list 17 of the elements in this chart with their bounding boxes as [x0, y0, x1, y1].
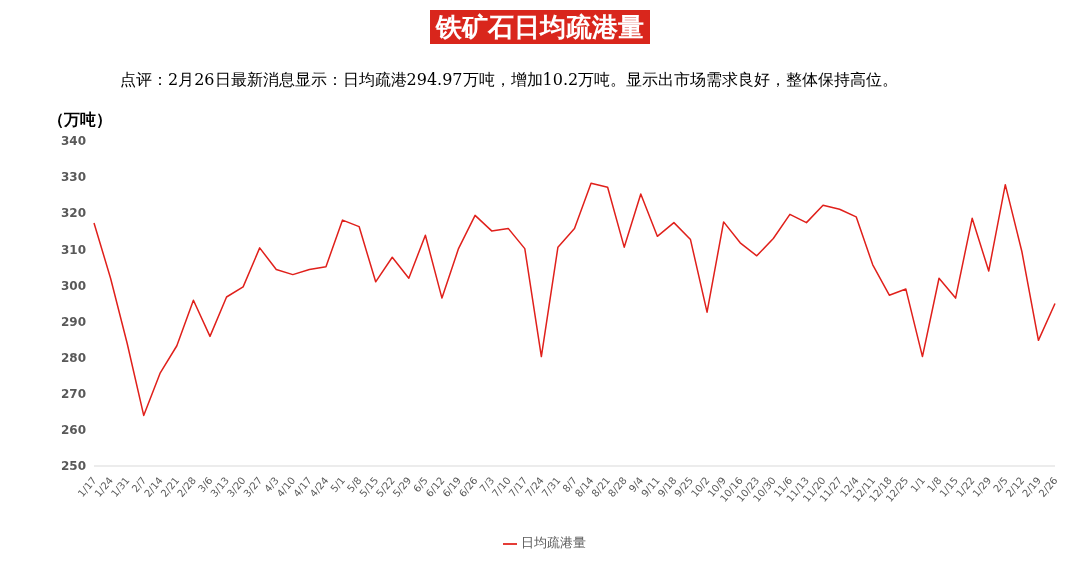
line-series — [93, 182, 1056, 417]
y-tick-label: 310 — [60, 242, 86, 257]
y-tick-label: 320 — [60, 206, 86, 221]
y-tick-label: 330 — [60, 170, 86, 185]
y-tick-label: 280 — [60, 350, 86, 365]
legend-label: 日均疏港量 — [521, 535, 586, 550]
y-tick-label: 290 — [60, 314, 86, 329]
text: 点评：2月26日最新消息显示：日均疏港294.97万吨，增加10.2万吨。显示出市场需求良好，整体保持高位。 — [120, 69, 900, 91]
y-axis-title: （万吨） — [48, 110, 112, 131]
chart-title: 铁矿石日均疏港量 — [430, 10, 650, 44]
y-tick-label: 340 — [60, 134, 86, 149]
y-tick-label: 270 — [60, 387, 86, 402]
x-tick-label: 5/1 — [328, 474, 348, 495]
x-tick-label: 1/1 — [908, 474, 928, 495]
y-tick-label: 300 — [60, 278, 86, 293]
y-tick-label: 260 — [60, 423, 86, 438]
y-tick-label: 250 — [60, 459, 86, 474]
